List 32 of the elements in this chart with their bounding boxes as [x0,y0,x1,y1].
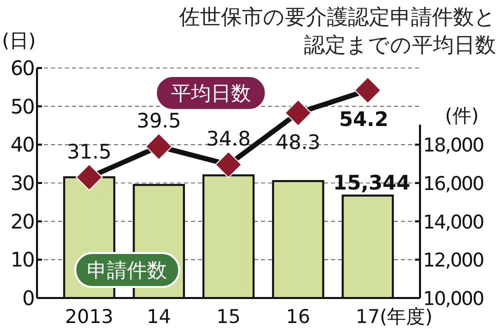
y-tick-label: 50 [10,94,34,118]
point [76,164,103,191]
y-tick-label: 60 [10,56,34,80]
data-label: 48.3 [276,130,320,154]
x-tick-label: 14 [146,306,171,328]
y-axis-title: (日) [2,30,36,52]
y2-tick-label: 14,000 [423,211,484,234]
y-tick-label: 30 [10,171,34,195]
data-label: 34.8 [206,126,251,151]
y-tick-label: 40 [10,132,34,157]
data-label: 54.2 [339,107,388,132]
x-tick-label: 15 [216,306,241,328]
y-tick-label: 0 [22,286,34,310]
data-label: 31.5 [66,139,112,164]
y2-axis-title: (件) [445,105,479,127]
y2-tick-label: 18,000 [423,134,484,157]
y2-tick-label: 12,000 [423,250,484,272]
chart-title: 佐世保市の要介護認定申請件数と認定までの平均日数 [179,5,496,57]
y-tick-label: 20 [10,209,34,234]
y-tick-label: 10 [10,248,34,272]
point [284,99,312,126]
series-label: 平均日数 [170,81,251,105]
point [215,151,242,178]
x-tick-label: 16 [286,306,310,328]
data-label: 15,344 [333,170,410,195]
data-label: 39.5 [136,108,182,133]
y2-tick-label: 16,000 [423,173,484,195]
series-label: 申請件数 [87,258,168,282]
point [145,133,172,160]
point [354,76,382,104]
x-tick-label: 2013 [65,306,114,328]
x-tick-label: 17 [356,306,380,328]
